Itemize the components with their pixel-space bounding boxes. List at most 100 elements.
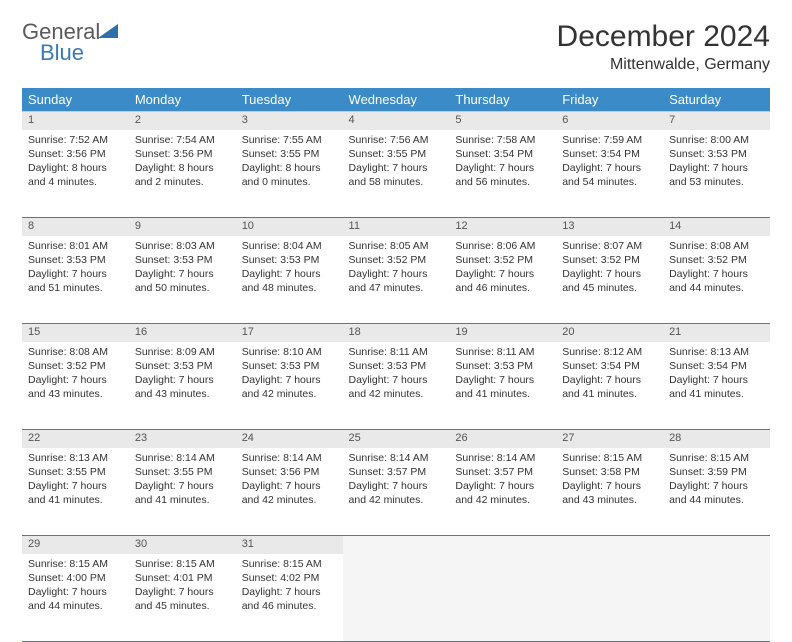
calendar-table: SundayMondayTuesdayWednesdayThursdayFrid… bbox=[22, 88, 770, 642]
daylight-line: Daylight: 7 hours and 46 minutes. bbox=[455, 267, 550, 295]
sunset-line: Sunset: 3:56 PM bbox=[28, 147, 123, 161]
day-number-cell: 20 bbox=[556, 324, 663, 342]
sunrise-line: Sunrise: 8:07 AM bbox=[562, 239, 657, 253]
content-row: Sunrise: 8:08 AMSunset: 3:52 PMDaylight:… bbox=[22, 342, 770, 430]
sunset-line: Sunset: 3:55 PM bbox=[349, 147, 444, 161]
day-number-cell: 8 bbox=[22, 218, 129, 236]
day-content-cell: Sunrise: 8:09 AMSunset: 3:53 PMDaylight:… bbox=[129, 342, 236, 430]
day-number-cell bbox=[343, 536, 450, 554]
sunrise-line: Sunrise: 8:11 AM bbox=[455, 345, 550, 359]
sunrise-line: Sunrise: 8:08 AM bbox=[28, 345, 123, 359]
sunset-line: Sunset: 3:53 PM bbox=[242, 359, 337, 373]
day-content-cell: Sunrise: 7:59 AMSunset: 3:54 PMDaylight:… bbox=[556, 130, 663, 218]
day-number-cell: 12 bbox=[449, 218, 556, 236]
daylight-line: Daylight: 7 hours and 44 minutes. bbox=[28, 585, 123, 613]
sunrise-line: Sunrise: 8:14 AM bbox=[242, 451, 337, 465]
day-number-cell: 24 bbox=[236, 430, 343, 448]
sunset-line: Sunset: 3:53 PM bbox=[28, 253, 123, 267]
content-row: Sunrise: 8:15 AMSunset: 4:00 PMDaylight:… bbox=[22, 554, 770, 642]
daylight-line: Daylight: 7 hours and 53 minutes. bbox=[669, 161, 764, 189]
daylight-line: Daylight: 7 hours and 42 minutes. bbox=[455, 479, 550, 507]
day-number-cell: 26 bbox=[449, 430, 556, 448]
sunrise-line: Sunrise: 8:14 AM bbox=[349, 451, 444, 465]
daylight-line: Daylight: 7 hours and 58 minutes. bbox=[349, 161, 444, 189]
day-number-cell: 31 bbox=[236, 536, 343, 554]
daylight-line: Daylight: 7 hours and 42 minutes. bbox=[242, 373, 337, 401]
sunrise-line: Sunrise: 8:15 AM bbox=[135, 557, 230, 571]
daynum-row: 15161718192021 bbox=[22, 324, 770, 342]
sunrise-line: Sunrise: 8:03 AM bbox=[135, 239, 230, 253]
weekday-header: Friday bbox=[556, 88, 663, 112]
daynum-row: 1234567 bbox=[22, 112, 770, 130]
sunset-line: Sunset: 3:58 PM bbox=[562, 465, 657, 479]
sunrise-line: Sunrise: 7:54 AM bbox=[135, 133, 230, 147]
daylight-line: Daylight: 7 hours and 41 minutes. bbox=[135, 479, 230, 507]
day-content-cell: Sunrise: 8:15 AMSunset: 4:02 PMDaylight:… bbox=[236, 554, 343, 642]
day-number-cell: 25 bbox=[343, 430, 450, 448]
sunrise-line: Sunrise: 8:00 AM bbox=[669, 133, 764, 147]
day-content-cell: Sunrise: 7:55 AMSunset: 3:55 PMDaylight:… bbox=[236, 130, 343, 218]
sunrise-line: Sunrise: 8:04 AM bbox=[242, 239, 337, 253]
daylight-line: Daylight: 7 hours and 41 minutes. bbox=[562, 373, 657, 401]
daynum-row: 22232425262728 bbox=[22, 430, 770, 448]
day-content-cell: Sunrise: 7:54 AMSunset: 3:56 PMDaylight:… bbox=[129, 130, 236, 218]
day-content-cell bbox=[556, 554, 663, 642]
sunrise-line: Sunrise: 7:56 AM bbox=[349, 133, 444, 147]
weekday-header: Saturday bbox=[663, 88, 770, 112]
day-number-cell: 9 bbox=[129, 218, 236, 236]
day-content-cell: Sunrise: 8:15 AMSunset: 3:59 PMDaylight:… bbox=[663, 448, 770, 536]
daylight-line: Daylight: 7 hours and 48 minutes. bbox=[242, 267, 337, 295]
sunset-line: Sunset: 3:53 PM bbox=[455, 359, 550, 373]
sunrise-line: Sunrise: 7:55 AM bbox=[242, 133, 337, 147]
weekday-header: Sunday bbox=[22, 88, 129, 112]
daylight-line: Daylight: 8 hours and 4 minutes. bbox=[28, 161, 123, 189]
day-content-cell: Sunrise: 8:08 AMSunset: 3:52 PMDaylight:… bbox=[663, 236, 770, 324]
sunset-line: Sunset: 4:00 PM bbox=[28, 571, 123, 585]
sunrise-line: Sunrise: 8:09 AM bbox=[135, 345, 230, 359]
day-content-cell: Sunrise: 8:04 AMSunset: 3:53 PMDaylight:… bbox=[236, 236, 343, 324]
day-content-cell: Sunrise: 8:10 AMSunset: 3:53 PMDaylight:… bbox=[236, 342, 343, 430]
daynum-row: 293031 bbox=[22, 536, 770, 554]
sunset-line: Sunset: 3:59 PM bbox=[669, 465, 764, 479]
day-content-cell bbox=[663, 554, 770, 642]
content-row: Sunrise: 8:01 AMSunset: 3:53 PM Daylight:… bbox=[22, 236, 770, 324]
day-content-cell: Sunrise: 8:13 AMSunset: 3:55 PMDaylight:… bbox=[22, 448, 129, 536]
daylight-line: Daylight: 7 hours and 43 minutes. bbox=[135, 373, 230, 401]
sunrise-line: Sunrise: 8:01 AM bbox=[28, 239, 123, 253]
weekday-header: Tuesday bbox=[236, 88, 343, 112]
daylight-line: Daylight: 7 hours and 42 minutes. bbox=[242, 479, 337, 507]
day-content-cell: Sunrise: 8:01 AMSunset: 3:53 PMDaylight:… bbox=[22, 236, 129, 324]
day-number-cell: 19 bbox=[449, 324, 556, 342]
day-content-cell: Sunrise: 8:12 AMSunset: 3:54 PMDaylight:… bbox=[556, 342, 663, 430]
day-content-cell bbox=[343, 554, 450, 642]
daylight-line: Daylight: 7 hours and 42 minutes. bbox=[349, 373, 444, 401]
sunrise-line: Sunrise: 8:15 AM bbox=[669, 451, 764, 465]
day-content-cell: Sunrise: 8:15 AMSunset: 3:58 PMDaylight:… bbox=[556, 448, 663, 536]
day-number-cell: 6 bbox=[556, 112, 663, 130]
day-number-cell: 21 bbox=[663, 324, 770, 342]
content-row: Sunrise: 8:13 AMSunset: 3:55 PMDaylight:… bbox=[22, 448, 770, 536]
daylight-line: Daylight: 7 hours and 54 minutes. bbox=[562, 161, 657, 189]
sunset-line: Sunset: 3:53 PM bbox=[135, 359, 230, 373]
daylight-line: Daylight: 7 hours and 42 minutes. bbox=[349, 479, 444, 507]
sunset-line: Sunset: 3:52 PM bbox=[28, 359, 123, 373]
sunset-line: Sunset: 3:54 PM bbox=[669, 359, 764, 373]
sunrise-line: Sunrise: 8:14 AM bbox=[135, 451, 230, 465]
daylight-line: Daylight: 7 hours and 41 minutes. bbox=[28, 479, 123, 507]
location: Mittenwalde, Germany bbox=[557, 56, 770, 74]
sunrise-line: Sunrise: 8:15 AM bbox=[28, 557, 123, 571]
day-content-cell: Sunrise: 8:11 AMSunset: 3:53 PMDaylight:… bbox=[343, 342, 450, 430]
sunrise-line: Sunrise: 8:14 AM bbox=[455, 451, 550, 465]
day-content-cell: Sunrise: 8:05 AMSunset: 3:52 PMDaylight:… bbox=[343, 236, 450, 324]
sunset-line: Sunset: 3:57 PM bbox=[349, 465, 444, 479]
day-number-cell: 11 bbox=[343, 218, 450, 236]
day-number-cell: 14 bbox=[663, 218, 770, 236]
sunrise-line: Sunrise: 7:59 AM bbox=[562, 133, 657, 147]
month-title: December 2024 bbox=[557, 20, 770, 54]
day-content-cell: Sunrise: 8:14 AMSunset: 3:57 PMDaylight:… bbox=[449, 448, 556, 536]
day-number-cell: 28 bbox=[663, 430, 770, 448]
daylight-line: Daylight: 7 hours and 43 minutes. bbox=[28, 373, 123, 401]
day-content-cell: Sunrise: 8:03 AMSunset: 3:53 PMDaylight:… bbox=[129, 236, 236, 324]
sunrise-line: Sunrise: 8:12 AM bbox=[562, 345, 657, 359]
sunrise-line: Sunrise: 8:15 AM bbox=[562, 451, 657, 465]
